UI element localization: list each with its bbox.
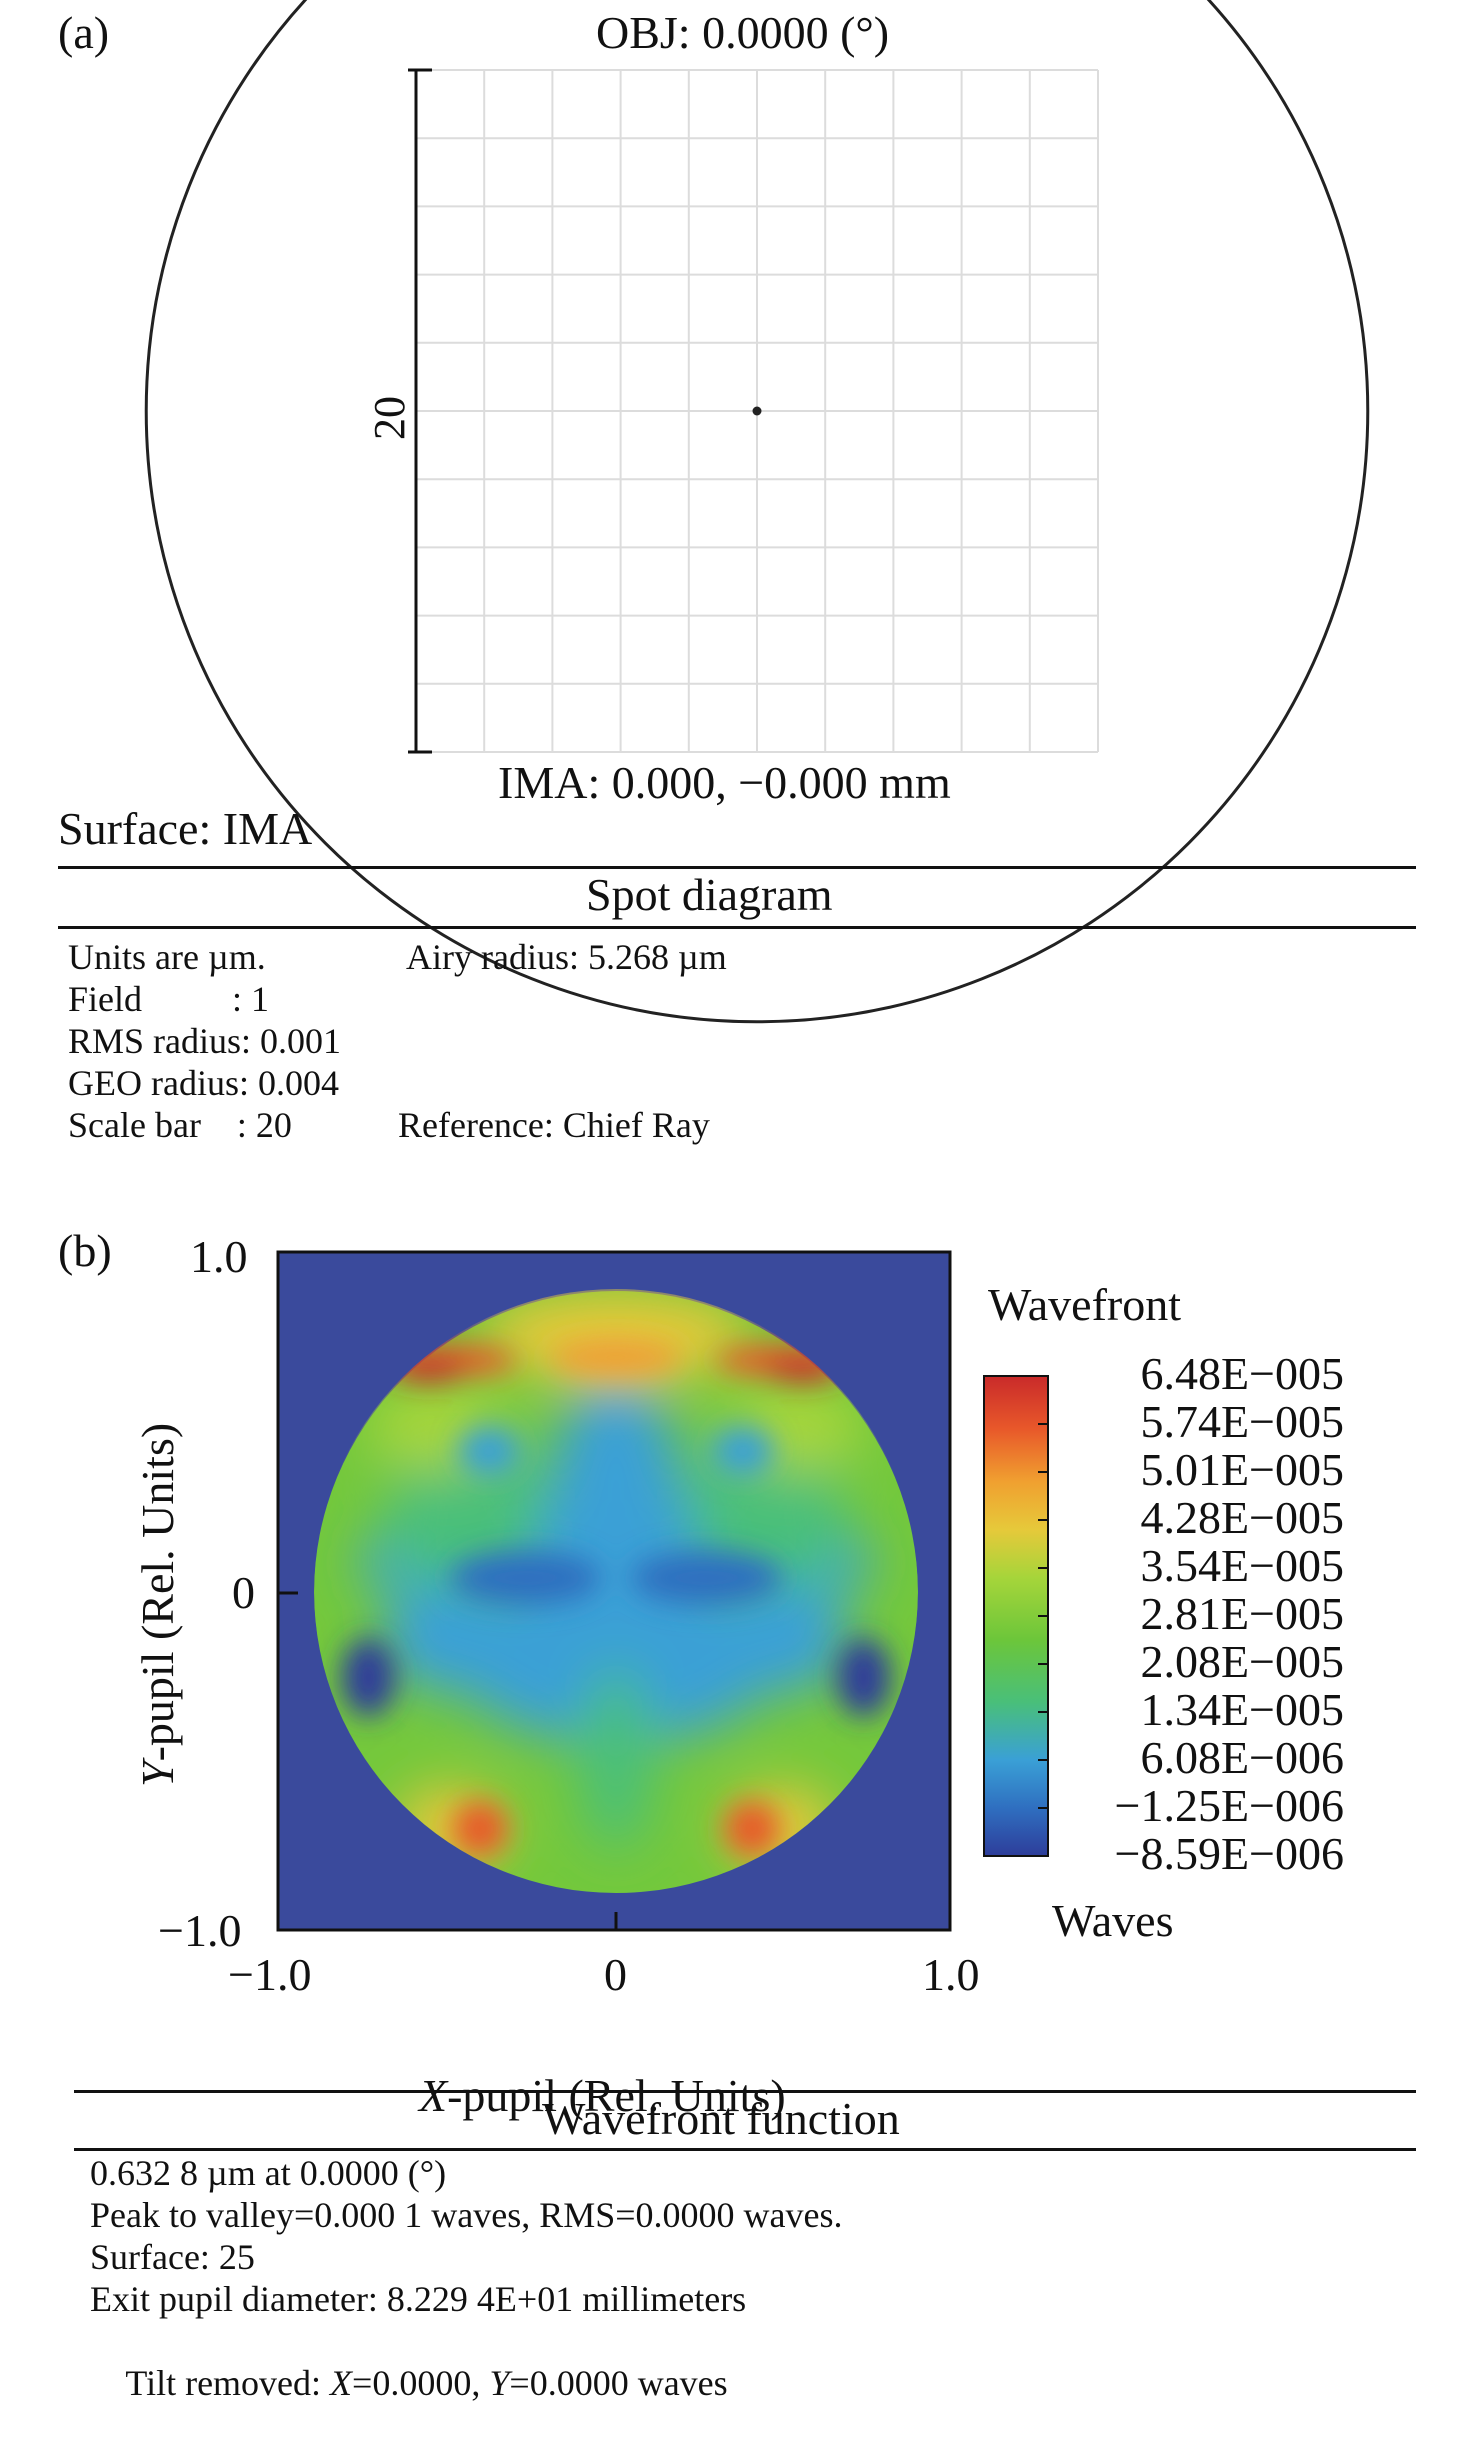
colorbar-tick-label: −1.25E−006 [1114,1780,1344,1831]
y-tick-bottom: −1.0 [158,1905,242,1956]
spot-info-geo: GEO radius: 0.004 [68,1063,339,1103]
y-axis-label-italic: Y [132,1761,183,1787]
tilt-post: =0.0000 waves [509,2363,728,2403]
wavefront-feature [449,1550,601,1606]
image-position-label: IMA: 0.000, −0.000 mm [498,757,951,808]
colorbar-tick-label: 2.08E−005 [1140,1636,1344,1687]
tilt-x: X [330,2363,353,2403]
tilt-mid: =0.0000, [352,2363,490,2403]
spot-diagram-plot [144,0,1370,1024]
wavefront-feature [341,1638,396,1717]
y-tick-top: 1.0 [190,1231,248,1282]
wave-info-wavelength: 0.632 8 µm at 0.0000 (°) [90,2153,447,2193]
x-axis-label-text: -pupil (Rel. Units) [447,2070,786,2121]
x-tick-right: 1.0 [922,1949,980,2000]
colorbar-tick-label: 1.34E−005 [1140,1684,1344,1735]
x-axis-label: X-pupil (Rel. Units) [396,2016,786,2122]
x-tick-left: −1.0 [228,1949,312,2000]
wavefront-map [276,1250,1049,1932]
wavefront-region [549,1381,683,1594]
spot-section-title: Spot diagram [586,869,833,920]
x-tick-mid: 0 [604,1949,627,2000]
wave-info-pv-rms: Peak to valley=0.000 1 waves, RMS=0.0000… [90,2195,843,2235]
pupil-map [314,1291,918,1893]
spot-info-reference: Reference: Chief Ray [398,1105,710,1145]
wavefront-region [449,1562,783,1744]
colorbar-tick-label: 3.54E−005 [1140,1540,1344,1591]
wave-info-exit-pupil: Exit pupil diameter: 8.229 4E+01 millime… [90,2279,747,2319]
wavefront-region [715,1583,849,1693]
spot-info-airy: Airy radius: 5.268 µm [406,937,727,977]
spot-info-rms: RMS radius: 0.001 [68,1021,342,1061]
wavefront-region [579,1668,653,1850]
wavefront-feature [712,1426,774,1476]
panel-b-label: (b) [58,1225,112,1276]
spot-divider-top [58,866,1416,869]
y-tick-mid: 0 [232,1567,255,1618]
wavefront-region [383,1583,517,1693]
wave-info-surface: Surface: 25 [90,2237,255,2277]
colorbar-tick-label: 5.01E−005 [1140,1444,1344,1495]
spot-info-scale: Scale bar : 20 [68,1105,292,1145]
wavefront-feature [549,1339,683,1376]
spot-info-field: Field : 1 [68,979,270,1019]
spot-point [752,406,762,416]
colorbar-tick-label: −8.59E−006 [1114,1828,1344,1879]
airy-disk-circle [144,0,1370,1024]
y-axis-label: Y-pupil (Rel. Units) [78,1350,184,1810]
wavefront-feature [836,1638,891,1717]
legend-unit: Waves [1052,1895,1174,1946]
tilt-prefix: Tilt removed: [125,2363,331,2403]
panel-a-label: (a) [58,7,110,58]
legend-title: Wavefront [988,1279,1181,1330]
wave-section-title: Wavefront function [542,2093,900,2144]
y-axis-label-text: -pupil (Rel. Units) [132,1422,183,1762]
wavefront-feature [631,1550,783,1606]
wavefront-feature [458,1426,520,1476]
colorbar-tick-label: 4.28E−005 [1140,1492,1344,1543]
colorbar-tick-label: 5.74E−005 [1140,1396,1344,1447]
spot-info-units: Units are µm. [68,937,266,977]
wavefront-region [480,1291,752,1382]
colorbar-tick-label: 6.48E−005 [1140,1348,1344,1399]
wavefront-feature [724,1801,780,1856]
x-axis-label-italic: X [419,2070,448,2121]
colorbar-tick-label: 6.08E−006 [1140,1732,1344,1783]
spot-divider-bottom [58,926,1416,929]
surface-label: Surface: IMA [58,803,313,854]
tilt-y: Y [489,2363,510,2403]
spot-title: OBJ: 0.0000 (°) [596,7,890,58]
plot-frame [276,1250,952,1932]
wavefront-feature [452,1801,508,1856]
colorbar-tick-label: 2.81E−005 [1140,1588,1344,1639]
colorbar [983,1375,1049,1857]
wave-divider-bottom [74,2148,1416,2151]
wave-info-tilt: Tilt removed: X=0.0000, Y=0.0000 waves [90,2320,728,2446]
wave-divider-top [74,2090,1416,2093]
